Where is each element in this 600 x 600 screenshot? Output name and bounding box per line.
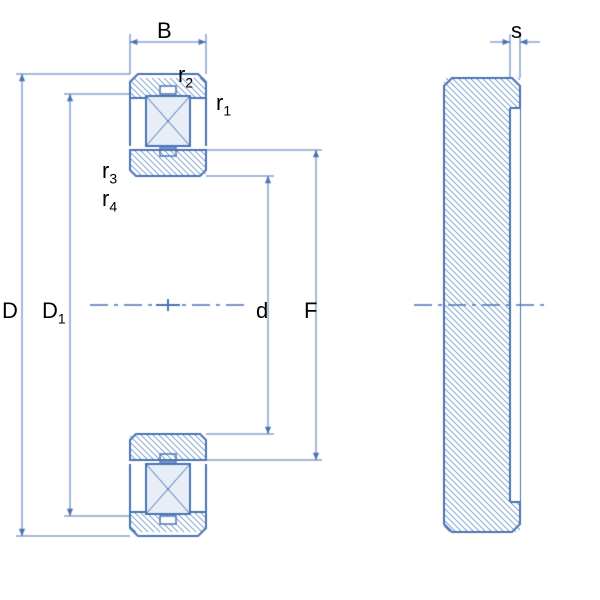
bearing-diagram-canvas <box>0 0 600 600</box>
label-r2: r2 <box>178 62 193 90</box>
label-d: d <box>256 298 268 324</box>
label-s: s <box>511 18 522 44</box>
label-r4: r4 <box>102 186 117 214</box>
label-F: F <box>304 298 317 324</box>
label-D: D <box>2 298 18 324</box>
label-B: B <box>157 18 172 44</box>
label-D1: D1 <box>42 298 66 326</box>
label-r3: r3 <box>102 158 117 186</box>
label-r1: r1 <box>216 90 231 118</box>
